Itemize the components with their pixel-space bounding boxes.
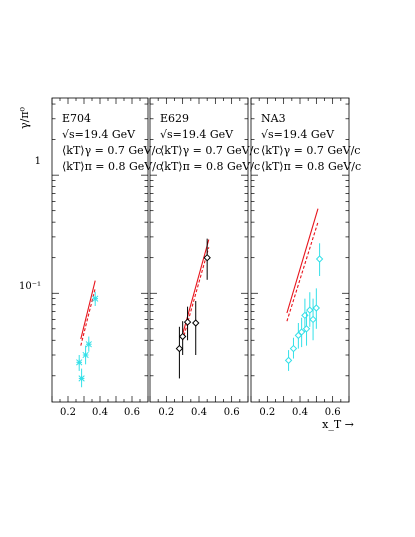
data-point — [306, 306, 314, 314]
panel-title: NA3 — [261, 112, 286, 125]
panel-info-line: √s=19.4 GeV — [160, 128, 234, 141]
data-point — [78, 375, 85, 382]
data-point — [203, 253, 211, 262]
x-tick-label: 0.4 — [292, 407, 308, 418]
panel-info-line: ⟨kT⟩γ = 0.7 GeV/c — [261, 144, 360, 157]
data-point — [92, 295, 99, 302]
data-point — [312, 304, 321, 312]
panel-e704: 0.2 0.4 0.6 E704 √s=19.4 GeV ⟨kT⟩γ = 0.7 GeV/… — [51, 97, 162, 418]
x-tick-label: 0.6 — [224, 407, 240, 418]
panel-title: E704 — [62, 112, 91, 125]
panel-e629: 0.2 0.4 0.6 E629 √s=19.4 GeV ⟨kT⟩γ = 0.7 GeV/… — [149, 97, 260, 418]
data-point — [192, 319, 200, 327]
data-point — [284, 356, 293, 365]
panel-info-line: ⟨kT⟩γ = 0.7 GeV/c — [160, 144, 259, 157]
data-point — [85, 341, 92, 348]
panel-info-line: ⟨kT⟩π = 0.8 GeV/c — [62, 160, 162, 173]
x-axis-title: x_T → — [322, 418, 354, 431]
y-tick-label-0-1: 10⁻¹ — [19, 281, 41, 292]
data-point — [178, 332, 187, 341]
data-point — [183, 318, 192, 326]
x-tick-label: 0.2 — [158, 407, 174, 418]
panel-info-line: ⟨kT⟩π = 0.8 GeV/c — [261, 160, 361, 173]
x-tick-label: 0.2 — [259, 407, 275, 418]
data-point — [175, 344, 184, 353]
x-tick-label: 0.4 — [92, 407, 108, 418]
data-point — [289, 344, 298, 353]
panel-title: E629 — [160, 112, 189, 125]
theory-curve-solid — [182, 239, 210, 335]
y-tick-label-1: 1 — [35, 156, 41, 167]
x-tick-label: 0.4 — [191, 407, 207, 418]
panel-na3: 0.2 0.4 0.6 NA3 √s=19.4 GeV ⟨kT⟩γ = 0.7 GeV/c… — [250, 97, 361, 418]
y-axis-title: γ/π⁰ — [18, 106, 31, 129]
x-tick-label: 0.2 — [60, 407, 76, 418]
data-point — [76, 359, 83, 366]
theory-curve-dashed — [286, 221, 319, 322]
panel-info-line: √s=19.4 GeV — [62, 128, 136, 141]
data-point — [302, 325, 311, 333]
data-point — [297, 328, 306, 336]
panel-info-line: ⟨kT⟩γ = 0.7 GeV/c — [62, 144, 161, 157]
data-point — [82, 351, 89, 359]
theory-curve-solid — [80, 280, 96, 340]
data-point — [309, 315, 317, 324]
data-point — [315, 255, 324, 263]
x-tick-label: 0.6 — [325, 407, 341, 418]
panel-info-line: ⟨kT⟩π = 0.8 GeV/c — [160, 160, 260, 173]
x-tick-label: 0.6 — [124, 407, 140, 418]
panel-info-line: √s=19.4 GeV — [261, 128, 335, 141]
theory-curve-solid — [286, 208, 319, 314]
